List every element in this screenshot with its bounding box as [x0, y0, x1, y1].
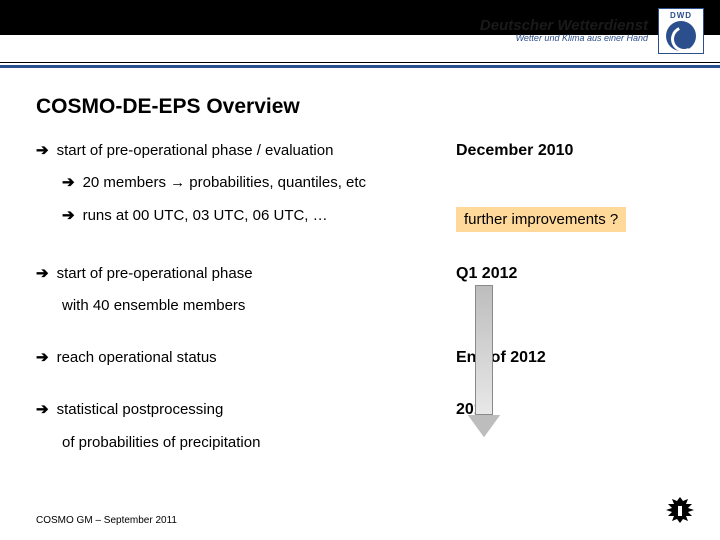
brand-subtitle: Wetter und Klima aus einer Hand: [480, 34, 648, 43]
arrow-icon: ➔: [36, 141, 49, 161]
dwd-logo-label: DWD: [670, 11, 692, 20]
arrow-icon: ➔: [36, 348, 49, 368]
bullet-text: of probabilities of precipitation: [62, 433, 260, 453]
dwd-logo: DWD: [658, 8, 704, 54]
bullet-line-sub: ➔ 20 members → probabilities, quantiles,…: [62, 173, 456, 193]
bullet-line: ➔ start of pre-operational phase: [36, 264, 456, 284]
bullet-text: start of pre-operational phase / evaluat…: [57, 141, 334, 161]
header-rule-thick: [0, 65, 720, 68]
bullet-text: reach operational status: [57, 348, 217, 368]
bullet-text: runs at 00 UTC, 03 UTC, 06 UTC, …: [83, 206, 328, 226]
header: Deutscher Wetterdienst Wetter und Klima …: [0, 0, 720, 78]
list-item-sub: with 40 ensemble members: [36, 296, 696, 316]
brand-block: Deutscher Wetterdienst Wetter und Klima …: [480, 8, 704, 54]
bullet-text: statistical postprocessing: [57, 400, 224, 420]
list-item-sub: ➔ 20 members → probabilities, quantiles,…: [36, 173, 696, 193]
highlight-box: further improvements ?: [456, 207, 626, 232]
arrow-icon: ➔: [36, 264, 49, 284]
list-item: ➔ reach operational status End of 2012: [36, 348, 696, 368]
bullet-line-sub-plain: of probabilities of precipitation: [62, 433, 456, 453]
bullet-text: with 40 ensemble members: [62, 296, 245, 316]
arrow-icon: ➔: [36, 400, 49, 420]
list-item: ➔ statistical postprocessing 2013: [36, 400, 696, 420]
date-label: December 2010: [456, 141, 636, 160]
bullet-line-sub-plain: with 40 ensemble members: [62, 296, 456, 316]
footer-text: COSMO GM – September 2011: [36, 515, 177, 526]
list-item: ➔ start of pre-operational phase Q1 2012: [36, 264, 696, 284]
timeline-arrow-head: [468, 415, 500, 437]
header-rule-thin: [0, 62, 720, 63]
list-item-sub: ➔ runs at 00 UTC, 03 UTC, 06 UTC, … furt…: [36, 206, 696, 232]
content: COSMO-DE-EPS Overview ➔ start of pre-ope…: [36, 95, 696, 457]
bullet-text: start of pre-operational phase: [57, 264, 253, 284]
swirl-icon: [666, 21, 696, 51]
list-item-sub: of probabilities of precipitation: [36, 433, 696, 453]
date-label: Q1 2012: [456, 264, 636, 283]
bullet-line: ➔ reach operational status: [36, 348, 456, 368]
slide-title: COSMO-DE-EPS Overview: [36, 95, 696, 119]
footer: COSMO GM – September 2011: [36, 494, 696, 526]
arrow-icon: ➔: [62, 206, 75, 226]
eagle-icon: [664, 494, 696, 526]
bullet-line: ➔ statistical postprocessing: [36, 400, 456, 420]
slide: Deutscher Wetterdienst Wetter und Klima …: [0, 0, 720, 540]
timeline-arrow-icon: [468, 285, 500, 437]
arrow-icon: ➔: [62, 173, 75, 193]
bullet-line-sub: ➔ runs at 00 UTC, 03 UTC, 06 UTC, …: [62, 206, 456, 226]
brand-text: Deutscher Wetterdienst Wetter und Klima …: [480, 18, 648, 43]
list-item: ➔ start of pre-operational phase / evalu…: [36, 141, 696, 161]
brand-title: Deutscher Wetterdienst: [480, 18, 648, 34]
bullet-line: ➔ start of pre-operational phase / evalu…: [36, 141, 456, 161]
timeline-arrow-body: [475, 285, 493, 415]
bullet-text: 20 members → probabilities, quantiles, e…: [83, 173, 366, 193]
